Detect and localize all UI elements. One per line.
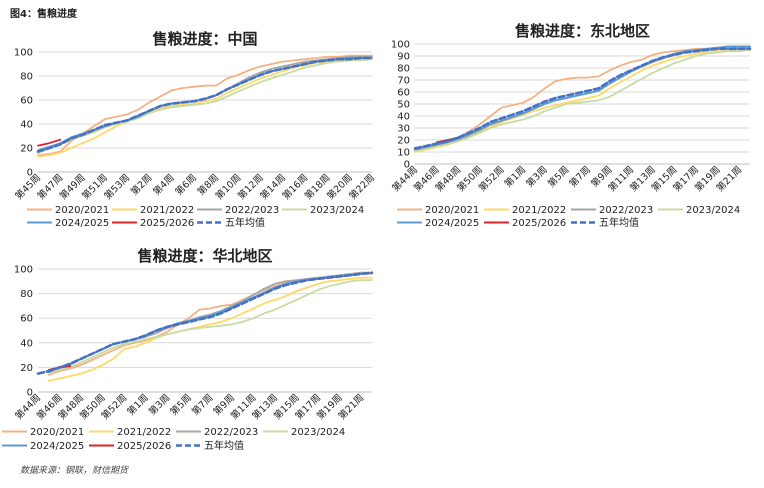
chart-title: 售粮进度：中国 [152,30,257,48]
y-tick-label: 60 [397,88,410,99]
y-tick-label: 0 [27,168,33,179]
chart-north-china: 售粮进度：华北地区020406080100第44周第46周第48周第50周第52… [2,247,374,452]
y-tick-label: 60 [20,96,33,107]
y-tick-label: 80 [20,72,33,83]
y-tick-label: 20 [20,144,33,155]
legend-label: 2020/2021 [55,205,109,216]
series-line-3 [414,49,751,152]
legend-label: 2025/2026 [512,218,566,229]
y-tick-label: 40 [20,120,33,131]
legend-label: 2023/2024 [291,427,345,438]
x-tick-label: 第6周 [173,172,199,198]
series-line-6 [36,271,374,375]
y-tick-label: 80 [397,64,410,75]
series-line-1 [37,58,373,158]
legend-label: 2023/2024 [686,205,740,216]
y-tick-label: 100 [14,265,33,276]
legend-label: 2024/2025 [55,218,109,229]
legend-label: 2022/2023 [204,427,258,438]
y-tick-label: 30 [397,124,410,135]
chart-china: 售粮进度：中国020406080100第45周第47周第49周第51周第53周第… [13,30,377,229]
x-tick-label: 第5周 [545,164,571,190]
x-tick-label: 第53周 [102,172,132,202]
series-line-3 [47,279,373,374]
y-tick-label: 100 [14,48,33,59]
legend-label: 2020/2021 [30,427,84,438]
x-tick-label: 第3周 [146,392,172,418]
legend-label: 五年均值 [225,216,265,229]
y-tick-label: 0 [404,160,410,171]
y-tick-label: 0 [27,388,33,399]
legend-label: 2024/2025 [30,441,84,452]
x-tick-label: 第4周 [151,172,177,198]
legend-label: 2021/2022 [140,205,194,216]
x-tick-label: 第7周 [189,392,215,418]
y-tick-label: 40 [397,112,410,123]
legend-label: 2021/2022 [512,205,566,216]
legend-label: 2024/2025 [425,218,479,229]
series-line-1 [414,49,751,153]
x-tick-label: 第1周 [502,164,528,190]
y-tick-label: 80 [20,289,33,300]
series-line-3 [37,58,373,154]
legend-label: 2020/2021 [425,205,479,216]
legend-label: 2022/2023 [599,205,653,216]
y-tick-label: 40 [20,338,33,349]
series-line-6 [413,47,752,150]
chart-title: 售粮进度：东北地区 [515,22,650,40]
y-tick-label: 60 [20,314,33,325]
legend-label: 2025/2026 [140,218,194,229]
source-note: 数据来源：钢联，财信期货 [20,466,129,476]
legend-label: 2021/2022 [117,427,171,438]
series-line-5 [37,138,62,147]
y-tick-label: 50 [397,100,410,111]
x-tick-label: 第5周 [168,392,194,418]
series-line-0 [37,54,373,157]
figure-caption: 图4：售粮进度 [10,9,77,20]
y-tick-label: 100 [391,40,410,51]
legend-label: 2025/2026 [117,441,171,452]
y-tick-label: 20 [397,136,410,147]
y-tick-label: 70 [397,76,410,87]
x-tick-label: 第2周 [128,172,154,198]
chart-northeast: 售粮进度：东北地区0102030405060708090100第44周第46周第… [390,22,752,229]
x-tick-label: 第3周 [524,164,550,190]
legend-label: 2023/2024 [310,205,364,216]
y-tick-label: 20 [20,363,33,374]
x-tick-label: 第7周 [567,164,593,190]
x-tick-label: 第1周 [125,392,151,418]
y-tick-label: 90 [397,52,410,63]
series-line-0 [414,46,751,150]
legend-label: 2022/2023 [225,205,279,216]
series-line-6 [36,56,374,153]
series-line-1 [47,276,373,382]
x-tick-label: 第22周 [347,172,377,202]
legend-label: 五年均值 [599,216,639,229]
chart-title: 售粮进度：华北地区 [137,247,272,265]
y-tick-label: 10 [397,148,410,159]
legend-label: 五年均值 [204,439,244,452]
